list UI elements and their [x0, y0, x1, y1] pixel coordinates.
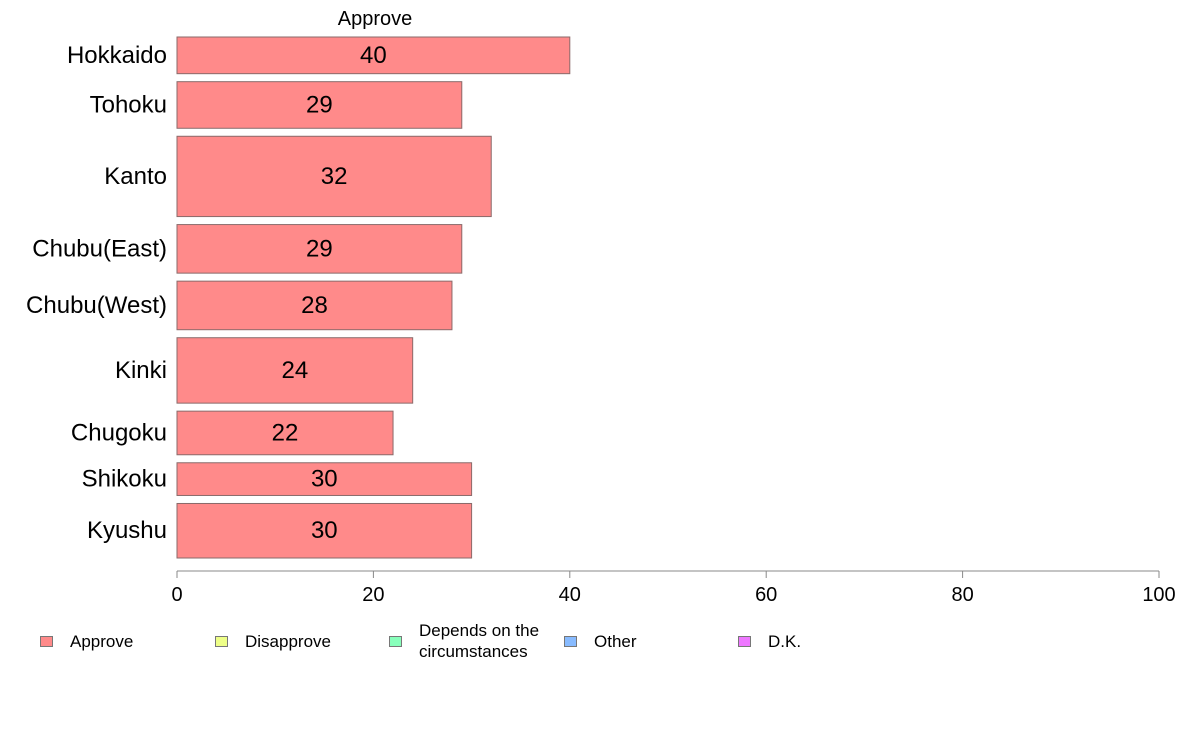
category-label: Tohoku	[90, 91, 167, 118]
legend-label: Depends on the circumstances	[419, 621, 540, 661]
data-label: 32	[321, 163, 348, 190]
data-label: 22	[272, 419, 299, 446]
data-label: 29	[306, 91, 333, 118]
bar-shikoku	[176, 462, 473, 496]
legend-item-approve: Approve	[40, 620, 133, 662]
data-label: 29	[306, 235, 333, 262]
bar-tohoku	[176, 81, 463, 129]
data-label: 28	[301, 292, 328, 319]
bars-group: Hokkaido 40 Tohoku 29 Kanto 32 Chubu(East) 29 Ch…	[26, 36, 571, 559]
category-label: Kinki	[115, 357, 167, 384]
data-label: 30	[311, 517, 338, 544]
bar-chugoku	[176, 410, 394, 456]
legend-item-depends-on-the-circumstances: Depends on the circumstances	[389, 620, 564, 662]
category-label: Hokkaido	[67, 42, 167, 69]
x-tick-label: 80	[951, 584, 973, 606]
bar-kanto	[176, 135, 492, 218]
x-tick-label: 0	[171, 584, 182, 606]
legend-swatch	[564, 635, 577, 647]
legend-label: D.K.	[768, 631, 802, 651]
data-label: 30	[311, 466, 338, 493]
x-tick-label: 20	[362, 584, 384, 606]
legend-item-d-k: D.K.	[738, 620, 801, 662]
legend-label: Other	[594, 631, 637, 651]
legend-swatch	[215, 635, 228, 647]
legend-label: Approve	[70, 631, 134, 651]
legend-item-disapprove: Disapprove	[215, 620, 331, 662]
series-title: Approve	[338, 8, 413, 30]
legend-swatch	[389, 635, 402, 647]
bar-chubu-east	[176, 224, 463, 274]
bar-kinki	[176, 337, 414, 404]
bar-kyushu	[176, 502, 473, 559]
x-tick-label: 40	[559, 584, 581, 606]
bar-hokkaido	[176, 36, 571, 75]
legend-swatch	[738, 635, 751, 647]
x-axis: 0 20 40 60 80 100	[171, 570, 1176, 606]
data-label: 24	[281, 357, 308, 384]
legend-swatch	[40, 635, 53, 647]
category-label: Kyushu	[87, 517, 167, 544]
legend: Approve Disapprove Depends on the circumst…	[0, 620, 1188, 670]
category-label: Kanto	[104, 163, 167, 190]
legend-item-other: Other	[564, 620, 637, 662]
x-tick-label: 100	[1142, 584, 1175, 606]
x-tick-label: 60	[755, 584, 777, 606]
data-label: 40	[360, 42, 387, 69]
category-label: Chubu(West)	[26, 292, 167, 319]
legend-label: Disapprove	[245, 631, 331, 651]
category-label: Chubu(East)	[32, 235, 167, 262]
category-label: Shikoku	[82, 466, 167, 493]
category-label: Chugoku	[71, 419, 167, 446]
bar-chubu-west	[176, 280, 453, 331]
